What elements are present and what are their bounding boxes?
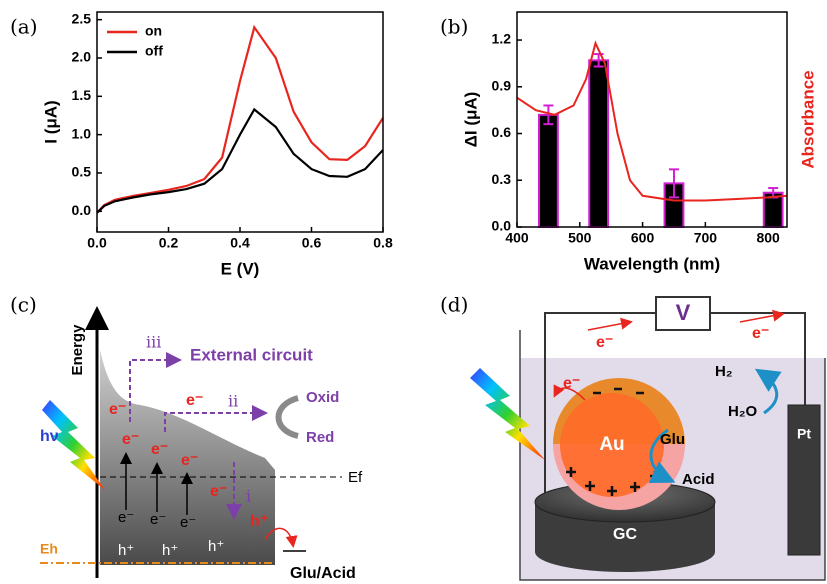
x-tick-label: 0.8 bbox=[373, 235, 393, 251]
diagram-d: V e⁻ e⁻ Pt GC Au e⁻ Glu Acid H₂ H₂O bbox=[470, 296, 826, 581]
arrow bbox=[264, 527, 298, 548]
y-tick-label: 2.5 bbox=[72, 10, 92, 26]
panel-label: (c) bbox=[10, 293, 37, 317]
x-tick-label: 800 bbox=[756, 230, 780, 246]
pt-electrode bbox=[787, 404, 821, 556]
path-label: i bbox=[246, 487, 251, 506]
electron: e⁻ bbox=[181, 452, 198, 469]
absorbance-line bbox=[516, 40, 788, 202]
arrow bbox=[754, 368, 782, 415]
h2o: H₂O bbox=[728, 403, 757, 420]
chart: 0.0 0.2 0.4 0.6 0.8 0.0 0.5 1.0 1.5 2.0 2.5 E (V) I … bbox=[41, 10, 392, 278]
axis-label: Energy bbox=[69, 324, 86, 376]
hole: h⁺ bbox=[118, 542, 134, 559]
plot-frame bbox=[516, 11, 788, 228]
electron: e⁻ bbox=[180, 514, 196, 531]
electron: e⁻ bbox=[210, 483, 227, 500]
x-tick-label: 400 bbox=[505, 230, 529, 246]
electron: e⁻ bbox=[122, 431, 139, 448]
y2-axis-label: Absorbance bbox=[798, 70, 817, 168]
y-tick-label: 0.0 bbox=[492, 218, 512, 234]
path-label: ii bbox=[228, 392, 238, 411]
bar bbox=[537, 113, 559, 228]
legend-label: off bbox=[145, 43, 163, 59]
y-tick-label: 0.9 bbox=[492, 77, 512, 93]
y-tick-label: 2.0 bbox=[72, 49, 92, 65]
hole: h⁺ bbox=[208, 538, 224, 555]
y-tick-label: 1.0 bbox=[72, 125, 92, 141]
y-tick-label: 0.0 bbox=[72, 202, 92, 218]
x-tick-label: 500 bbox=[568, 230, 592, 246]
substrate: Glu bbox=[660, 431, 685, 448]
arrow bbox=[739, 309, 785, 323]
x-tick-label: 0.0 bbox=[87, 235, 107, 251]
h2: H₂ bbox=[715, 363, 733, 380]
y-tick-label: 0.3 bbox=[492, 171, 512, 187]
diagram-c: Energy Ef Eh Glu/Acid h⁺ iii External ci… bbox=[40, 306, 363, 582]
arrow bbox=[553, 384, 586, 401]
redox: Red bbox=[306, 429, 334, 446]
plot-frame bbox=[96, 11, 384, 233]
x-tick-label: 0.4 bbox=[230, 235, 250, 251]
y-tick-label: 0.5 bbox=[72, 164, 92, 180]
redox-arrow bbox=[275, 395, 299, 439]
y-axis-label: I (μA) bbox=[41, 100, 60, 143]
panel-label: (b) bbox=[440, 15, 468, 39]
meter-label: V bbox=[676, 300, 691, 325]
pt-label: Pt bbox=[797, 426, 811, 442]
external-circuit: External circuit bbox=[190, 345, 313, 364]
light-label: hν bbox=[40, 428, 59, 445]
meter bbox=[655, 296, 711, 331]
path-ii bbox=[164, 405, 268, 432]
hole: h⁺ bbox=[162, 542, 178, 559]
electron: e⁻ bbox=[109, 401, 126, 418]
electron: e⁻ bbox=[186, 392, 203, 409]
arrow bbox=[587, 317, 633, 331]
light-bolt bbox=[470, 368, 545, 460]
redox: Oxid bbox=[306, 389, 339, 406]
electron: e⁻ bbox=[150, 511, 166, 528]
product: Acid bbox=[682, 471, 715, 488]
fermi-label: Ef bbox=[348, 469, 363, 486]
particle-core bbox=[560, 393, 664, 497]
panel-label: (a) bbox=[10, 15, 38, 39]
reaction: Glu/Acid bbox=[290, 565, 356, 582]
bar bbox=[588, 59, 610, 228]
wire bbox=[710, 312, 806, 405]
gc-label: GC bbox=[613, 526, 637, 543]
y-tick-label: 1.5 bbox=[72, 87, 92, 103]
hole-label: Eh bbox=[40, 541, 58, 557]
error-bar bbox=[668, 168, 679, 199]
data-line bbox=[96, 24, 384, 214]
x-tick-label: 0.6 bbox=[302, 235, 322, 251]
panel-label: (d) bbox=[440, 293, 468, 317]
y-tick-label: 0.6 bbox=[492, 124, 512, 140]
x-axis-label: Wavelength (nm) bbox=[584, 254, 720, 273]
arrow bbox=[648, 428, 676, 484]
path-label: iii bbox=[146, 333, 161, 352]
error-bar bbox=[593, 53, 604, 68]
x-tick-label: 0.2 bbox=[159, 235, 179, 251]
wire bbox=[544, 312, 656, 500]
light-bolt bbox=[42, 400, 105, 490]
y-tick-label: 1.2 bbox=[492, 31, 512, 47]
particle-label: Au bbox=[599, 434, 624, 455]
error-bar bbox=[543, 104, 554, 126]
electron: e⁻ bbox=[151, 441, 168, 458]
electron: e⁻ bbox=[596, 334, 613, 351]
x-tick-label: 700 bbox=[694, 230, 718, 246]
y-axis-label: ΔI (μA) bbox=[461, 92, 480, 148]
legend-label: on bbox=[145, 23, 162, 39]
hot-hole: h⁺ bbox=[250, 513, 268, 530]
x-axis-label: E (V) bbox=[221, 259, 260, 278]
path-iii bbox=[129, 352, 182, 422]
x-tick-label: 600 bbox=[631, 230, 655, 246]
chart: 400 500 600 700 800 0.0 0.3 0.6 0.9 1.2 Wavelength… bbox=[461, 11, 817, 273]
electron: e⁻ bbox=[563, 375, 580, 392]
electron: e⁻ bbox=[118, 509, 134, 526]
data-line bbox=[96, 107, 384, 214]
cell bbox=[519, 330, 826, 581]
electron: e⁻ bbox=[752, 325, 769, 342]
